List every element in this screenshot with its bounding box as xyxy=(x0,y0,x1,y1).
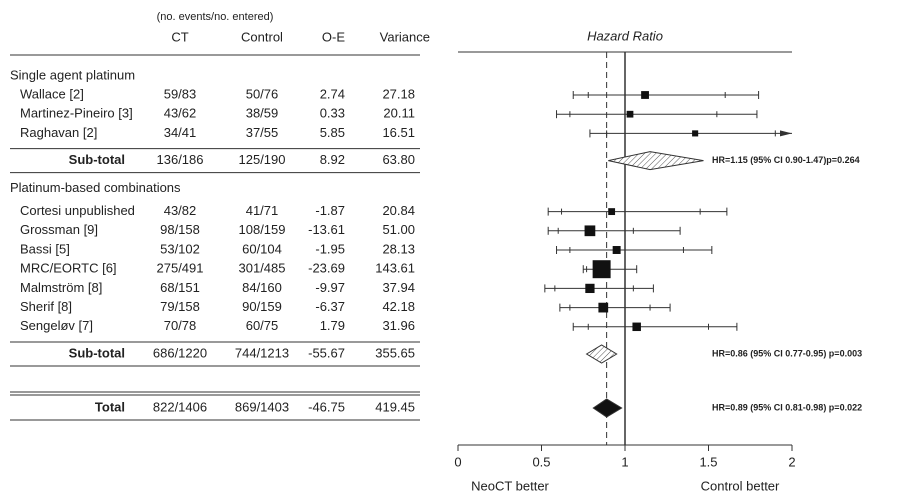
ct-cell: 43/62 xyxy=(164,106,197,121)
summary-diamond xyxy=(608,151,704,171)
subtotal-label: Sub-total xyxy=(69,345,125,360)
control-cell: 301/485 xyxy=(239,261,286,276)
oe-cell: 1.79 xyxy=(320,318,345,333)
variance-cell: 37.94 xyxy=(382,280,415,295)
hr-square xyxy=(626,110,634,118)
oe-cell: -9.97 xyxy=(315,280,345,295)
study-name: Martinez-Pineiro [3] xyxy=(20,106,133,121)
study-name: MRC/EORTC [6] xyxy=(20,261,117,276)
control-cell: 744/1213 xyxy=(235,345,289,360)
group-name: Single agent platinum xyxy=(10,67,135,82)
variance-cell: 20.84 xyxy=(382,203,415,218)
ct-cell: 136/186 xyxy=(157,152,204,167)
hr-square xyxy=(612,246,621,254)
ct-cell: 70/78 xyxy=(164,318,197,333)
variance-cell: 16.51 xyxy=(382,125,415,140)
study-name: Wallace [2] xyxy=(20,86,84,101)
oe-cell: -13.61 xyxy=(308,222,345,237)
ct-cell: 275/491 xyxy=(157,261,204,276)
x-tick-label: 0.5 xyxy=(532,454,550,469)
column-header: Variance xyxy=(380,29,430,44)
header-note: (no. events/no. entered) xyxy=(157,11,274,23)
oe-cell: -1.95 xyxy=(315,241,345,256)
summary-diamond xyxy=(592,398,623,418)
hr-square xyxy=(632,322,641,332)
oe-cell: 8.92 xyxy=(320,152,345,167)
study-name: Sherif [8] xyxy=(20,299,72,314)
ci-arrow xyxy=(780,130,792,137)
control-cell: 38/59 xyxy=(246,106,279,121)
hr-square xyxy=(585,283,595,294)
summary-label: HR=1.15 (95% CI 0.90-1.47)p=0.264 xyxy=(712,155,860,165)
oe-cell: -6.37 xyxy=(315,299,345,314)
variance-cell: 42.18 xyxy=(382,299,415,314)
control-cell: 41/71 xyxy=(246,203,279,218)
variance-cell: 28.13 xyxy=(382,241,415,256)
variance-cell: 27.18 xyxy=(382,86,415,101)
control-cell: 125/190 xyxy=(239,152,286,167)
control-cell: 60/104 xyxy=(242,241,282,256)
variance-cell: 63.80 xyxy=(382,152,415,167)
control-cell: 84/160 xyxy=(242,280,282,295)
hr-square xyxy=(592,260,611,279)
plot-title: Hazard Ratio xyxy=(587,28,663,43)
oe-cell: 0.33 xyxy=(320,106,345,121)
study-name: Malmström [8] xyxy=(20,280,102,295)
hr-square xyxy=(598,302,609,313)
ct-cell: 53/102 xyxy=(160,241,200,256)
oe-cell: -1.87 xyxy=(315,203,345,218)
ct-cell: 68/151 xyxy=(160,280,200,295)
column-header: CT xyxy=(171,29,188,44)
control-cell: 60/75 xyxy=(246,318,279,333)
summary-label: HR=0.89 (95% CI 0.81-0.98) p=0.022 xyxy=(712,402,862,412)
x-tick-label: 1.5 xyxy=(699,454,717,469)
control-cell: 108/159 xyxy=(239,222,286,237)
study-name: Bassi [5] xyxy=(20,241,70,256)
control-cell: 869/1403 xyxy=(235,399,289,414)
column-header: Control xyxy=(241,29,283,44)
ct-cell: 34/41 xyxy=(164,125,197,140)
study-name: Grossman [9] xyxy=(20,222,98,237)
control-cell: 37/55 xyxy=(246,125,279,140)
summary-label: HR=0.86 (95% CI 0.77-0.95) p=0.003 xyxy=(712,348,862,358)
variance-cell: 355.65 xyxy=(375,345,415,360)
x-tick-label: 1 xyxy=(621,454,628,469)
oe-cell: -23.69 xyxy=(308,261,345,276)
study-name: Raghavan [2] xyxy=(20,125,97,140)
subtotal-label: Sub-total xyxy=(69,152,125,167)
variance-cell: 51.00 xyxy=(382,222,415,237)
variance-cell: 31.96 xyxy=(382,318,415,333)
oe-cell: -55.67 xyxy=(308,345,345,360)
control-cell: 90/159 xyxy=(242,299,282,314)
column-header: O-E xyxy=(322,29,345,44)
summary-diamond xyxy=(585,344,618,364)
ct-cell: 79/158 xyxy=(160,299,200,314)
hr-square xyxy=(608,208,616,216)
hr-square xyxy=(692,130,699,137)
ct-cell: 59/83 xyxy=(164,86,197,101)
variance-cell: 419.45 xyxy=(375,399,415,414)
group-name: Platinum-based combinations xyxy=(10,180,181,195)
x-tick-label: 2 xyxy=(788,454,795,469)
subtotal-label: Total xyxy=(95,399,125,414)
ct-cell: 43/82 xyxy=(164,203,197,218)
control-cell: 50/76 xyxy=(246,86,279,101)
variance-cell: 143.61 xyxy=(375,261,415,276)
ct-cell: 822/1406 xyxy=(153,399,207,414)
x-label-right: Control better xyxy=(701,478,780,493)
oe-cell: 5.85 xyxy=(320,125,345,140)
x-tick-label: 0 xyxy=(454,454,461,469)
ct-cell: 686/1220 xyxy=(153,345,207,360)
x-label-left: NeoCT better xyxy=(471,478,549,493)
study-name: Cortesi unpublished xyxy=(20,203,135,218)
hr-square xyxy=(641,91,649,99)
oe-cell: -46.75 xyxy=(308,399,345,414)
oe-cell: 2.74 xyxy=(320,86,345,101)
ct-cell: 98/158 xyxy=(160,222,200,237)
variance-cell: 20.11 xyxy=(383,106,415,121)
study-name: Sengeløv [7] xyxy=(20,318,93,333)
hr-square xyxy=(584,225,596,237)
